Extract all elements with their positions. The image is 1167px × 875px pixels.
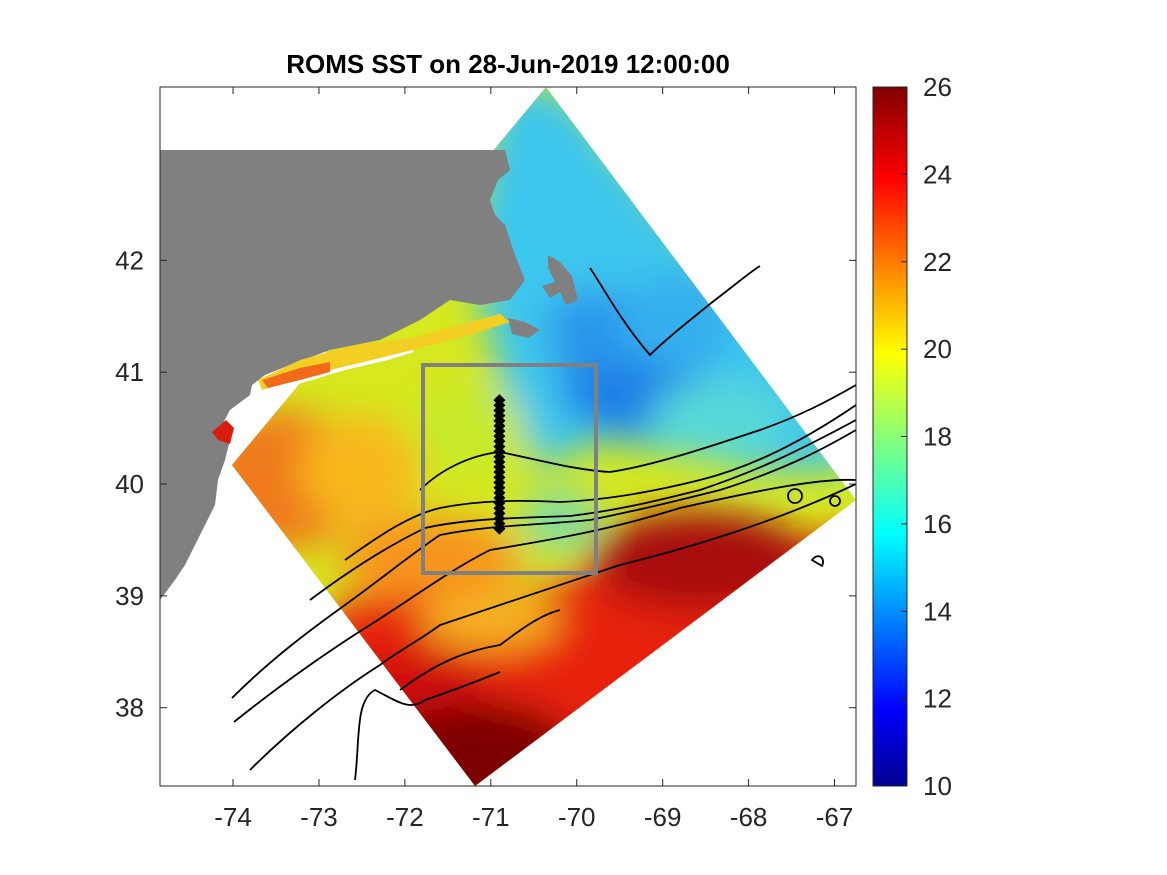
x-tick-label: -67	[816, 802, 854, 832]
y-tick-label: 41	[115, 357, 144, 387]
map-title: ROMS SST on 28-Jun-2019 12:00:00	[286, 49, 730, 79]
transect-markers	[493, 394, 506, 535]
land-islands	[508, 318, 540, 338]
x-tick-label: -70	[558, 802, 596, 832]
land-cape-cod	[542, 255, 578, 305]
y-ticks: 38 39 40 41 42	[115, 245, 856, 723]
colorbar-tick-label: 24	[923, 159, 952, 189]
colorbar-tick-label: 26	[923, 72, 952, 102]
colorbar-tick-label: 20	[923, 334, 952, 364]
y-tick-label: 38	[115, 693, 144, 723]
colorbar-ticks: 26 24 22 20 18 16 14 12 10	[901, 72, 952, 801]
map-axes	[160, 87, 856, 786]
x-tick-label: -72	[386, 802, 424, 832]
colorbar-tick-label: 14	[923, 596, 952, 626]
colorbar-tick-label: 10	[923, 771, 952, 801]
colorbar-tick-label: 16	[923, 509, 952, 539]
axes-frame: -74 -73 -72 -71 -70 -69 -68 -67 38 39 40 41 42	[115, 86, 857, 832]
transect-box	[421, 363, 598, 575]
transect-marker	[493, 522, 506, 535]
y-tick-label: 39	[115, 581, 144, 611]
y-tick-label: 42	[115, 245, 144, 275]
x-tick-label: -69	[644, 802, 682, 832]
colorbar: 26 24 22 20 18 16 14 12 10	[872, 72, 952, 801]
x-tick-label: -73	[300, 802, 338, 832]
colorbar-tick-label: 22	[923, 247, 952, 277]
land-mainland	[160, 150, 525, 600]
bathymetry-contours	[231, 265, 856, 781]
colorbar-tick-label: 18	[923, 422, 952, 452]
y-tick-label: 40	[115, 469, 144, 499]
colorbar-tick-label: 12	[923, 684, 952, 714]
x-tick-label: -68	[730, 802, 768, 832]
x-tick-label: -71	[472, 802, 510, 832]
x-tick-label: -74	[214, 802, 252, 832]
x-ticks: -74 -73 -72 -71 -70 -69 -68 -67	[214, 87, 853, 832]
